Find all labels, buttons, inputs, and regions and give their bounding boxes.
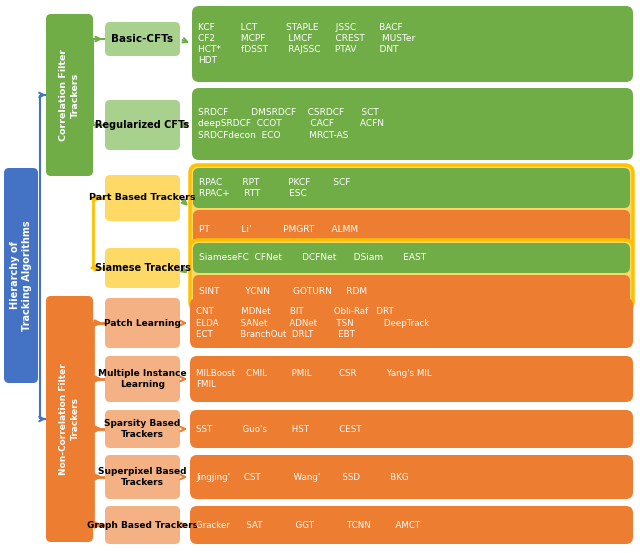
Text: Non-Correlation Filter
Trackers: Non-Correlation Filter Trackers [60,363,79,475]
Text: SRDCF        DMSRDCF    CSRDCF      SCT
deepSRDCF  CCOT          CACF         AC: SRDCF DMSRDCF CSRDCF SCT deepSRDCF CCOT … [198,108,384,139]
FancyBboxPatch shape [190,455,633,499]
Text: Siamese Trackers: Siamese Trackers [95,263,191,273]
FancyBboxPatch shape [105,506,180,544]
Text: Basic-CFTs: Basic-CFTs [111,34,173,44]
FancyBboxPatch shape [105,22,180,56]
FancyBboxPatch shape [192,6,633,82]
Text: Regularized CFTs: Regularized CFTs [95,120,189,130]
Text: RPAC       RPT          PKCF        SCF
RPAC+     RTT          ESC: RPAC RPT PKCF SCF RPAC+ RTT ESC [199,178,350,198]
FancyBboxPatch shape [190,356,633,402]
Text: SiameseFC  CFNet       DCFNet      DSiam       EAST: SiameseFC CFNet DCFNet DSiam EAST [199,253,426,263]
FancyBboxPatch shape [105,356,180,402]
Text: Jingjing'     CST            Wang'        SSD           BKG: Jingjing' CST Wang' SSD BKG [196,472,408,482]
Text: PT           Li'           PMGRT      ALMM: PT Li' PMGRT ALMM [199,225,358,233]
FancyBboxPatch shape [193,210,630,248]
Text: MILBoost    CMIL         PMIL          CSR           Yang's MIL
FMIL: MILBoost CMIL PMIL CSR Yang's MIL FMIL [196,369,431,389]
Text: Hierarchy of
Tracking Algorithms: Hierarchy of Tracking Algorithms [10,220,32,331]
Text: Part Based Trackers: Part Based Trackers [89,194,196,202]
FancyBboxPatch shape [105,248,180,288]
Text: Graph Based Trackers: Graph Based Trackers [87,520,198,530]
Text: Gracker      SAT            GGT            TCNN         AMCT: Gracker SAT GGT TCNN AMCT [196,520,420,530]
FancyBboxPatch shape [4,168,38,383]
FancyBboxPatch shape [192,88,633,160]
FancyBboxPatch shape [105,175,180,221]
FancyBboxPatch shape [190,410,633,448]
FancyBboxPatch shape [190,506,633,544]
FancyBboxPatch shape [193,168,630,208]
Text: SINT         YCNN        GOTURN     RDM: SINT YCNN GOTURN RDM [199,286,367,295]
FancyBboxPatch shape [105,298,180,348]
Text: Multiple Instance
Learning: Multiple Instance Learning [98,369,187,389]
Text: CNT          MDNet       BIT           Obli-Raf   DRT
ELDA        SANet        A: CNT MDNet BIT Obli-Raf DRT ELDA SANet A [196,307,429,338]
FancyBboxPatch shape [46,14,93,176]
FancyBboxPatch shape [46,296,93,542]
FancyBboxPatch shape [190,165,633,251]
FancyBboxPatch shape [105,100,180,150]
Text: Superpixel Based
Trackers: Superpixel Based Trackers [99,467,187,487]
FancyBboxPatch shape [190,298,633,348]
Text: Correlation Filter
Trackers: Correlation Filter Trackers [60,49,79,141]
Text: SST           Guo's         HST           CEST: SST Guo's HST CEST [196,425,362,434]
FancyBboxPatch shape [105,455,180,499]
FancyBboxPatch shape [193,243,630,273]
Text: Patch Learning: Patch Learning [104,319,181,327]
FancyBboxPatch shape [105,410,180,448]
Text: KCF         LCT          STAPLE      JSSC        BACF
CF2         MCPF        LM: KCF LCT STAPLE JSSC BACF CF2 MCPF LM [198,23,415,65]
FancyBboxPatch shape [190,240,633,310]
FancyBboxPatch shape [193,275,630,307]
Text: Sparsity Based
Trackers: Sparsity Based Trackers [104,419,180,439]
